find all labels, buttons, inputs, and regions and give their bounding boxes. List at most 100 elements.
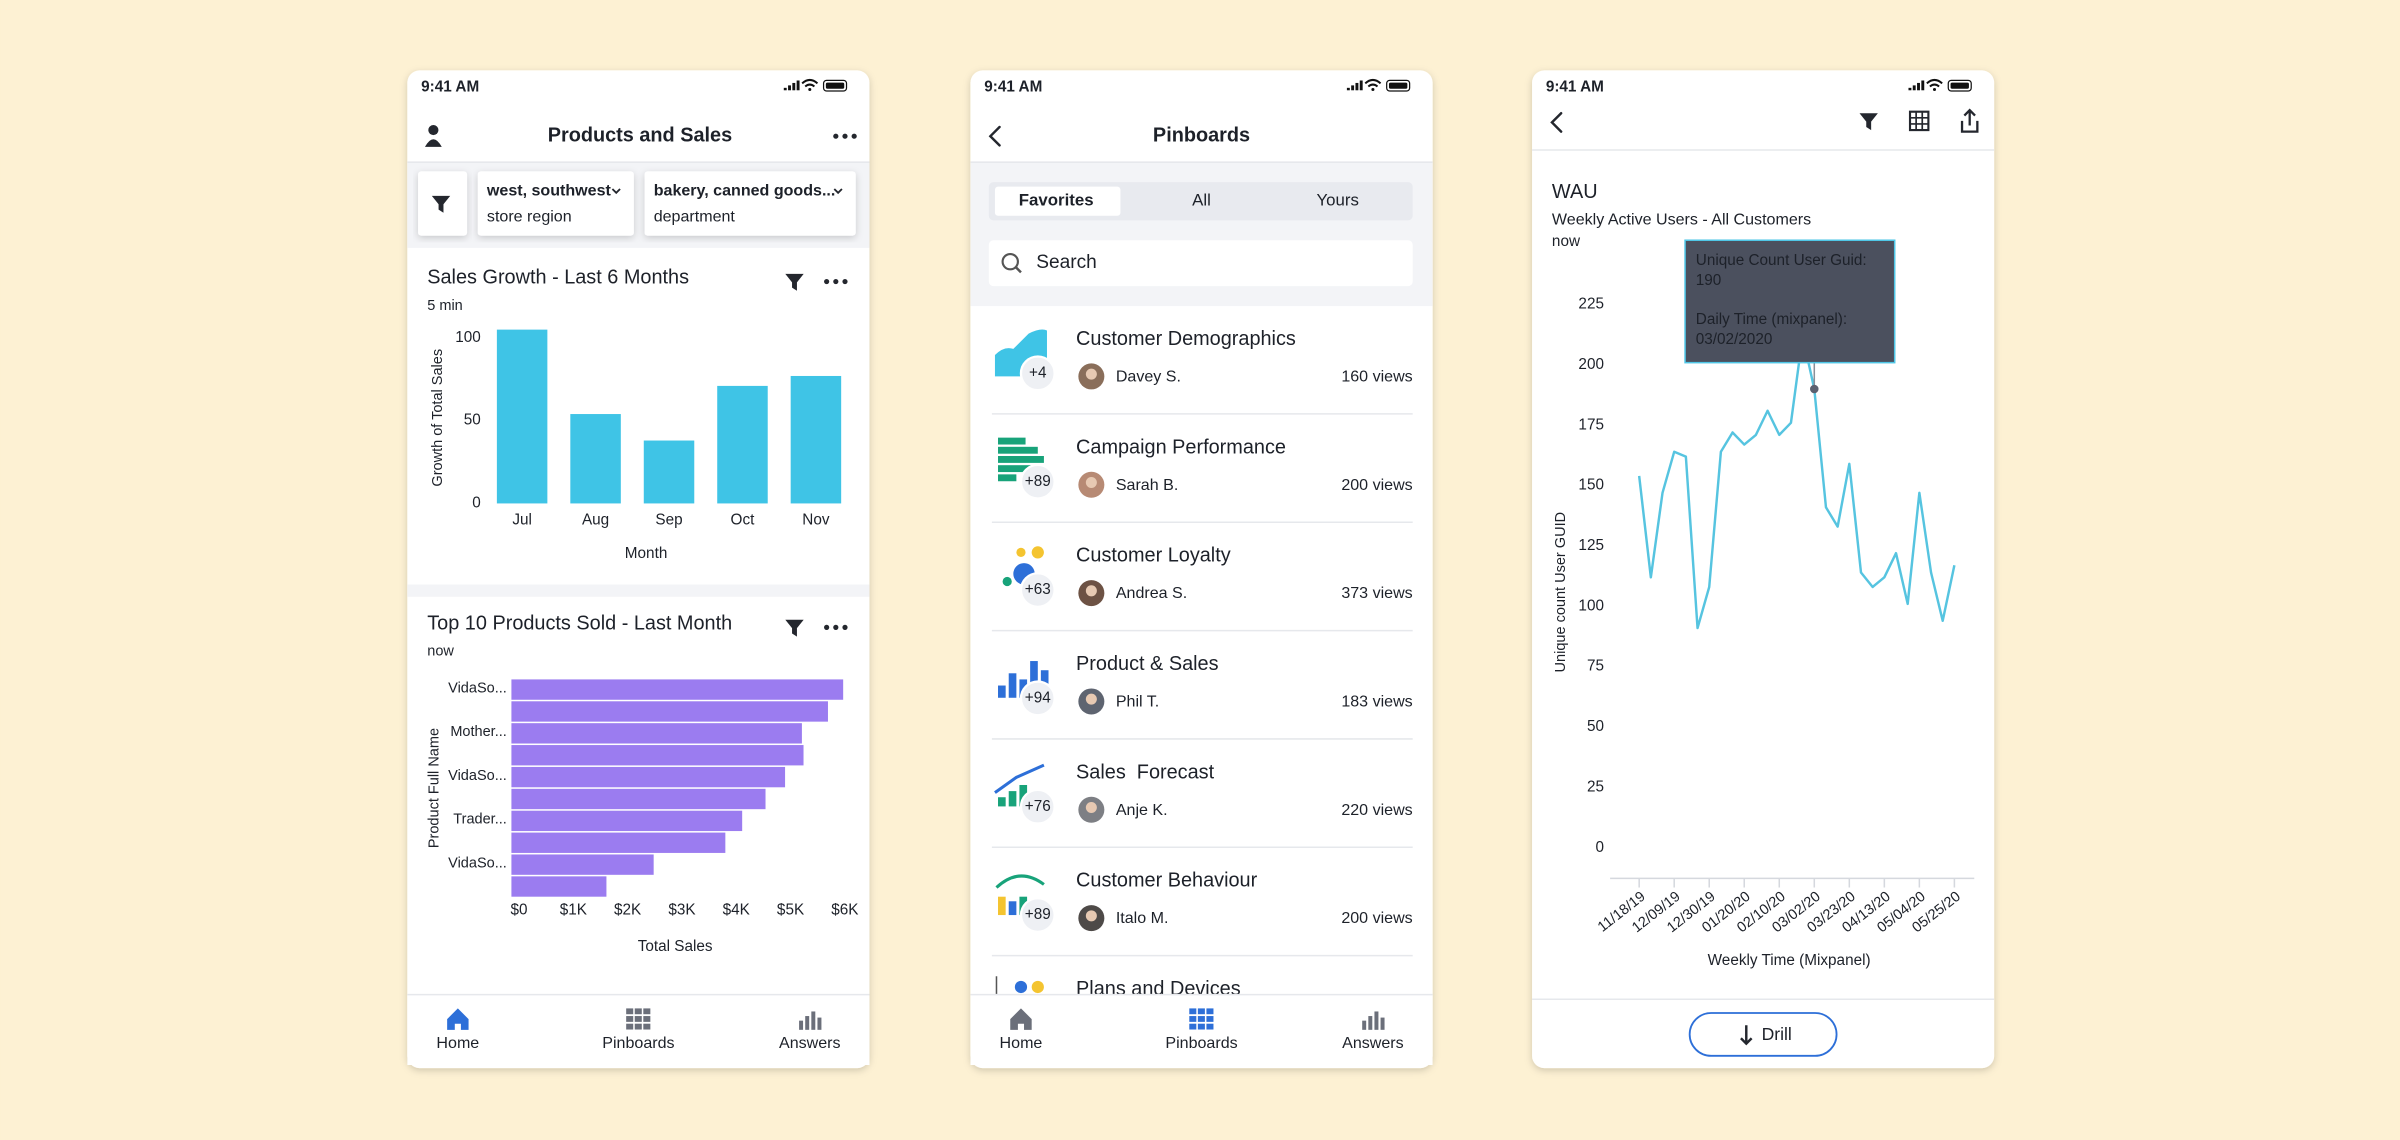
drill-icon[interactable] [1740, 1025, 1753, 1046]
segment-label[interactable]: Favorites [1019, 191, 1094, 210]
item-views: 200 views [1341, 909, 1412, 927]
answers-icon[interactable] [1362, 1020, 1367, 1030]
pinboard-item[interactable]: Customer Behaviour +89 Italo M. 200 views [995, 870, 1413, 934]
item-title: Customer Loyalty [1076, 545, 1231, 567]
pinboards-icon[interactable] [1206, 1008, 1214, 1015]
thumb-bar [998, 465, 1032, 473]
y-tick-label: 75 [1587, 658, 1604, 675]
pinboard-item[interactable]: Customer Demographics +4 Davey S. 160 views [994, 328, 1413, 392]
chart-subtitle: 5 min [427, 298, 463, 314]
item-views: 220 views [1341, 801, 1412, 819]
thumb-bar [1008, 673, 1017, 698]
chart-subtitle: Weekly Active Users - All Customers [1552, 211, 1811, 229]
pinboards-icon[interactable] [1206, 1023, 1214, 1030]
pinboards-icon[interactable] [1206, 1016, 1214, 1022]
pinboard-item[interactable]: Sales Forecast +76 Anje K. 220 views [994, 761, 1413, 825]
answers-icon[interactable] [805, 1016, 810, 1030]
signal-bar [1351, 85, 1355, 91]
pinboards-icon[interactable] [626, 1008, 634, 1015]
bar [511, 723, 802, 744]
tab-label[interactable]: Answers [779, 1034, 841, 1052]
card-gap [407, 584, 870, 597]
filter-icon[interactable] [785, 619, 804, 637]
chevron[interactable] [611, 188, 621, 195]
status-time: 9:41 AM [1546, 78, 1604, 95]
signal-bar [1346, 87, 1350, 91]
filter-icon[interactable] [785, 273, 804, 291]
y-axis-label: Product Full Name [427, 728, 443, 848]
pinboards-icon[interactable] [634, 1016, 642, 1022]
battery [1386, 79, 1411, 92]
item-author: Phil T. [1116, 692, 1159, 710]
pinboards-icon[interactable] [643, 1008, 651, 1015]
share-icon[interactable] [1960, 108, 1979, 133]
pinboards-icon[interactable] [634, 1008, 642, 1015]
segment-label[interactable]: Yours [1317, 191, 1359, 210]
signal-bar [1912, 85, 1916, 91]
signal-bar [792, 82, 796, 91]
search-placeholder[interactable]: Search [1036, 252, 1097, 273]
home-icon[interactable] [447, 1008, 469, 1030]
thumb-bar [1008, 901, 1017, 916]
answers-icon[interactable] [1368, 1016, 1373, 1030]
pinboards-icon[interactable] [1197, 1016, 1205, 1022]
battery-level [1388, 82, 1408, 89]
answers-icon[interactable] [817, 1017, 822, 1030]
thumb-bar [1030, 661, 1038, 698]
chevron[interactable] [833, 188, 843, 195]
pinboard-item[interactable]: Campaign Performance +89 Sarah B. 200 views [998, 436, 1413, 500]
back-icon[interactable] [988, 125, 1001, 147]
thumb-bar [998, 437, 1026, 445]
tab-label[interactable]: Pinboards [602, 1034, 674, 1052]
y-axis-label: Unique count User GUID [1553, 512, 1569, 673]
tab-label[interactable]: Home [1000, 1034, 1043, 1052]
pinboards-icon[interactable] [643, 1023, 651, 1030]
signal-bar [1908, 87, 1912, 91]
pinboards-icon[interactable] [643, 1016, 651, 1022]
pinboards-icon[interactable] [1189, 1016, 1197, 1022]
segment-label[interactable]: All [1192, 191, 1211, 210]
more-icon[interactable] [824, 278, 848, 285]
table-icon[interactable] [1908, 110, 1930, 132]
chart-timestamp: now [1552, 233, 1581, 250]
pinboard-item[interactable]: Customer Loyalty +63 Andrea S. 373 views [1002, 545, 1413, 609]
pinboards-icon[interactable] [634, 1023, 642, 1030]
pinboards-icon[interactable] [1197, 1008, 1205, 1015]
thumb-bar [998, 446, 1038, 454]
pinboard-item[interactable]: Product & Sales +94 Phil T. 183 views [998, 653, 1413, 717]
pinboards-icon[interactable] [1189, 1008, 1197, 1015]
more-icon[interactable] [824, 624, 848, 630]
segment-selected[interactable] [994, 186, 1121, 216]
pinboards-icon[interactable] [1197, 1023, 1205, 1030]
x-axis-label: Weekly Time (Mixpanel) [1708, 952, 1871, 969]
drill-button[interactable] [1688, 1012, 1838, 1057]
bar [511, 745, 804, 766]
drill-label[interactable]: Drill [1762, 1024, 1792, 1044]
filter-chip[interactable] [644, 171, 856, 236]
tab-label[interactable]: Answers [1342, 1034, 1404, 1052]
search-box[interactable] [988, 240, 1413, 287]
item-badge: +94 [1025, 689, 1051, 706]
answers-icon[interactable] [799, 1020, 804, 1030]
x-tick-label: $2K [614, 902, 642, 919]
tab-label[interactable]: Home [436, 1034, 479, 1052]
more-icon[interactable] [833, 133, 857, 139]
dot [833, 624, 839, 630]
home-icon[interactable] [1010, 1008, 1032, 1030]
filter-icon[interactable] [1859, 113, 1878, 131]
answers-icon[interactable] [1374, 1011, 1379, 1030]
badge [1019, 788, 1056, 825]
pinboards-icon[interactable] [626, 1016, 634, 1022]
pinboards-icon[interactable] [1189, 1023, 1197, 1030]
y-tick-label: 100 [455, 329, 481, 346]
answers-icon[interactable] [1380, 1017, 1385, 1030]
wifi-dot [1371, 87, 1375, 92]
signal-bar [1359, 80, 1363, 91]
item-badge: +89 [1025, 473, 1051, 490]
filter-icon[interactable] [431, 195, 451, 213]
answers-icon[interactable] [811, 1011, 816, 1030]
back-icon[interactable] [1550, 112, 1563, 133]
tab-label[interactable]: Pinboards [1165, 1034, 1237, 1052]
pinboards-icon[interactable] [626, 1023, 634, 1030]
filter-chip[interactable] [477, 171, 634, 236]
